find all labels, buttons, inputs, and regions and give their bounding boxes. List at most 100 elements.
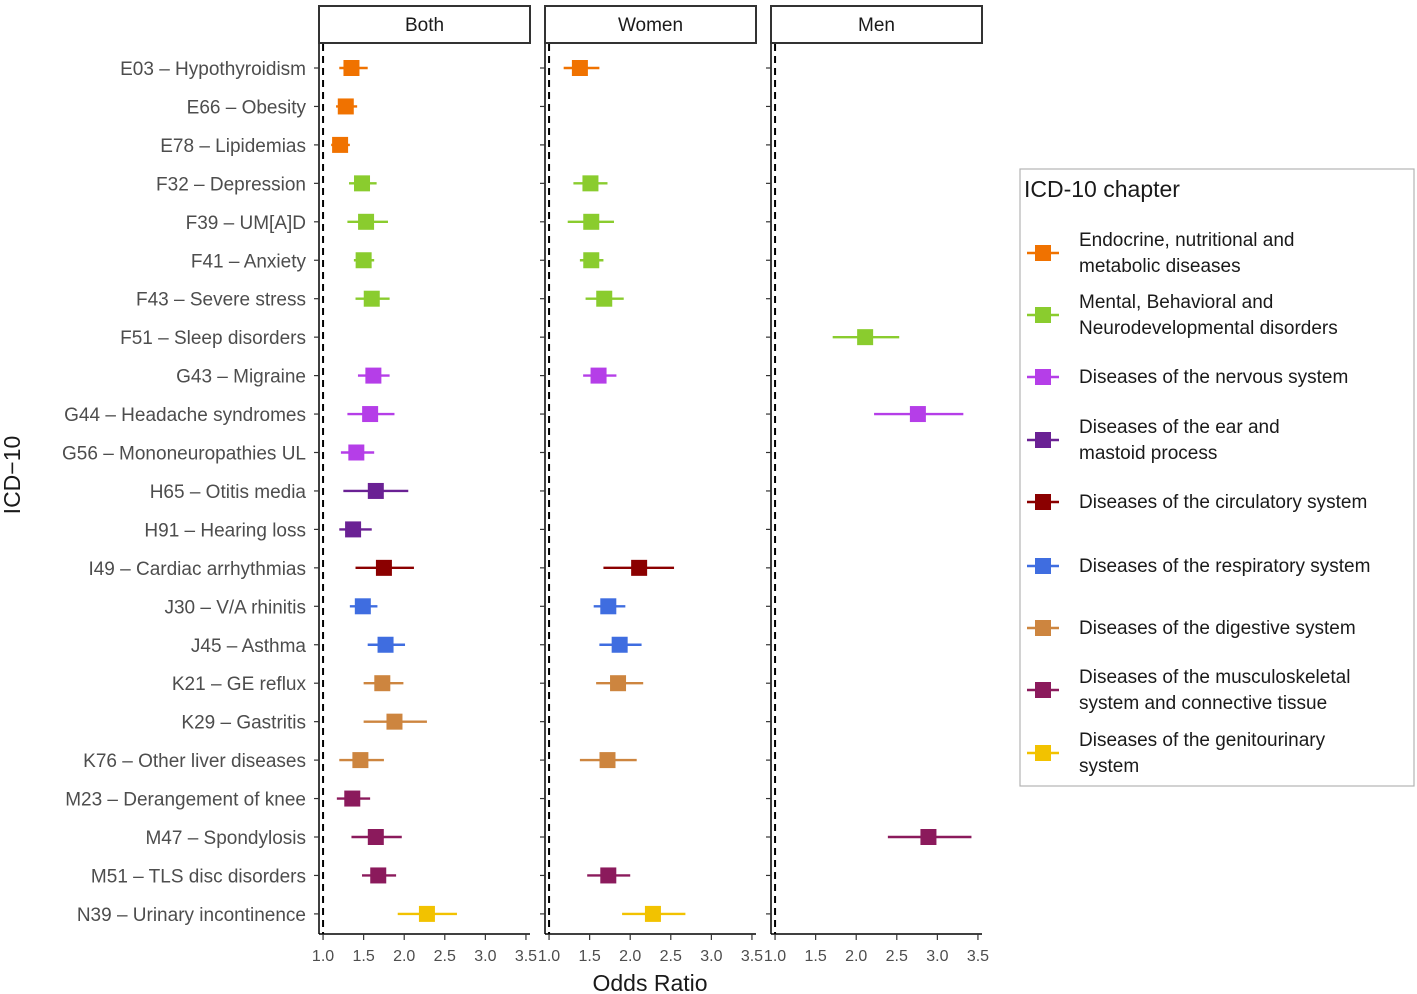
legend-label: metabolic diseases bbox=[1079, 256, 1241, 277]
legend-label: Diseases of the nervous system bbox=[1079, 367, 1348, 388]
or-point bbox=[600, 867, 617, 884]
legend-key-swatch bbox=[1035, 558, 1051, 574]
legend-item-musc: Diseases of the musculoskeletal system an… bbox=[1027, 667, 1350, 714]
row-label: H65 – Otitis media bbox=[150, 482, 307, 503]
legend-label: Neurodevelopmental disorders bbox=[1079, 318, 1338, 339]
legend-label: Diseases of the respiratory system bbox=[1079, 556, 1370, 577]
row-label: F41 – Anxiety bbox=[191, 251, 307, 272]
or-point bbox=[611, 636, 628, 653]
row-label: J30 – V/A rhinitis bbox=[164, 597, 306, 618]
legend-key-swatch bbox=[1035, 494, 1051, 510]
x-tick-label: 3.5 bbox=[741, 948, 763, 965]
x-axis-title: Odds Ratio bbox=[592, 970, 707, 994]
or-point bbox=[365, 367, 382, 384]
panel-women: Women 1.0 1.5 2.0 2.5 3.0 3.5 bbox=[538, 5, 763, 965]
or-point bbox=[600, 598, 617, 615]
or-point bbox=[857, 329, 874, 346]
legend-item-resp: Diseases of the respiratory system bbox=[1027, 556, 1370, 577]
row-label: F32 – Depression bbox=[156, 174, 306, 195]
panel-title-women: Women bbox=[618, 15, 683, 36]
or-point bbox=[596, 290, 613, 307]
legend-item-ear: Diseases of the ear and mastoid process bbox=[1027, 417, 1280, 464]
row-label: K21 – GE reflux bbox=[172, 674, 307, 695]
or-point bbox=[599, 752, 616, 769]
panel-title-men: Men bbox=[858, 15, 895, 36]
row-label: K76 – Other liver diseases bbox=[83, 751, 306, 772]
row-label: F39 – UM[A]D bbox=[186, 213, 306, 234]
row-labels: E03 – Hypothyroidism E66 – Obesity E78 – L… bbox=[62, 59, 307, 926]
legend-key-swatch bbox=[1035, 682, 1051, 698]
x-tick-label: 3.5 bbox=[967, 948, 989, 965]
x-tick-label: 3.0 bbox=[926, 948, 948, 965]
legend-key-swatch bbox=[1035, 620, 1051, 636]
panel-strip-women bbox=[544, 5, 757, 44]
or-point bbox=[367, 829, 384, 845]
legend-key-swatch bbox=[1035, 369, 1051, 385]
x-tick-label: 1.5 bbox=[805, 948, 827, 965]
x-tick-label: 2.5 bbox=[660, 948, 682, 965]
legend-box bbox=[1019, 168, 1415, 787]
or-point bbox=[386, 713, 403, 730]
or-point bbox=[909, 406, 926, 423]
legend-label: Diseases of the genitourinary bbox=[1079, 730, 1326, 751]
legend-label: mastoid process bbox=[1079, 443, 1217, 464]
row-label: F43 – Severe stress bbox=[136, 290, 306, 311]
x-tick-label: 3.0 bbox=[700, 948, 722, 965]
or-point bbox=[348, 444, 365, 461]
or-point bbox=[363, 290, 380, 307]
row-label: J45 – Asthma bbox=[191, 636, 307, 657]
row-label: G56 – Mononeuropathies UL bbox=[62, 444, 306, 465]
or-point bbox=[644, 905, 661, 922]
or-point bbox=[590, 367, 607, 384]
legend-key-swatch bbox=[1035, 432, 1051, 448]
legend-title: ICD-10 chapter bbox=[1024, 176, 1180, 202]
or-point bbox=[375, 559, 392, 576]
or-point bbox=[337, 98, 354, 115]
or-point bbox=[920, 829, 937, 845]
legend-item-endo: Endocrine, nutritional and metabolic dise… bbox=[1027, 230, 1294, 277]
or-point bbox=[418, 905, 435, 922]
row-label: E66 – Obesity bbox=[187, 97, 307, 118]
or-point bbox=[583, 252, 600, 269]
legend-item-geni: Diseases of the genitourinary system bbox=[1027, 730, 1326, 777]
legend-key-swatch bbox=[1035, 745, 1051, 761]
panels-layer: Both 1.0 1.5 2.0 2.5 3.0 3.5 Women 1.0 1.5 2.0 2.5 3… bbox=[312, 5, 989, 965]
legend-item-nervous: Diseases of the nervous system bbox=[1027, 367, 1348, 388]
or-point bbox=[358, 213, 375, 230]
x-tick-label: 2.5 bbox=[434, 948, 456, 965]
row-label: I49 – Cardiac arrhythmias bbox=[88, 559, 306, 580]
x-tick-label: 3.5 bbox=[515, 948, 537, 965]
panel-men: Men 1.0 1.5 2.0 2.5 3.0 3.5 bbox=[764, 5, 989, 965]
or-point bbox=[355, 252, 372, 269]
row-label: M23 – Derangement of knee bbox=[65, 790, 306, 811]
legend: ICD-10 chapter Endocrine, nutritional and… bbox=[1019, 168, 1415, 787]
x-tick-label: 1.0 bbox=[764, 948, 786, 965]
or-point bbox=[631, 559, 648, 576]
row-label: H91 – Hearing loss bbox=[144, 520, 306, 541]
panel-strip-men bbox=[770, 5, 983, 44]
or-point bbox=[367, 482, 384, 499]
y-axis-title: ICD−10 bbox=[0, 436, 25, 515]
legend-label: Mental, Behavioral and bbox=[1079, 292, 1273, 313]
legend-item-dig: Diseases of the digestive system bbox=[1027, 618, 1356, 639]
panel-strip-both bbox=[318, 5, 531, 44]
panel-title-both: Both bbox=[405, 15, 444, 36]
legend-item-circ: Diseases of the circulatory system bbox=[1027, 492, 1367, 513]
or-point bbox=[354, 598, 371, 615]
or-point bbox=[352, 752, 369, 769]
x-tick-label: 2.0 bbox=[393, 948, 415, 965]
or-point bbox=[583, 213, 600, 230]
x-tick-label: 2.0 bbox=[845, 948, 867, 965]
legend-label: Diseases of the ear and bbox=[1079, 417, 1280, 438]
legend-key-swatch bbox=[1035, 245, 1051, 261]
or-point bbox=[332, 136, 349, 153]
panel-both: Both 1.0 1.5 2.0 2.5 3.0 3.5 bbox=[312, 5, 537, 965]
or-point bbox=[370, 867, 387, 884]
row-label: K29 – Gastritis bbox=[181, 713, 306, 734]
legend-label: Diseases of the digestive system bbox=[1079, 618, 1356, 639]
row-label: N39 – Urinary incontinence bbox=[77, 905, 306, 926]
legend-key-swatch bbox=[1035, 307, 1051, 323]
or-point bbox=[345, 521, 362, 538]
row-label: M51 – TLS disc disorders bbox=[91, 866, 306, 887]
